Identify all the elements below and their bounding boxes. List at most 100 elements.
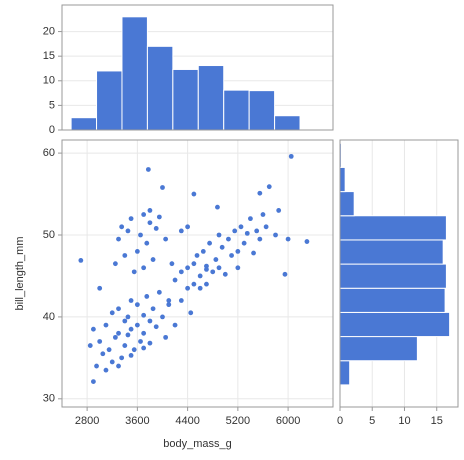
- point: [153, 226, 159, 231]
- point: [156, 214, 162, 220]
- point: [144, 240, 150, 246]
- point: [112, 261, 118, 267]
- point: [125, 314, 131, 320]
- bar: [96, 70, 123, 131]
- bar: [223, 89, 250, 131]
- point: [185, 285, 191, 291]
- bar: [339, 191, 355, 217]
- point: [109, 359, 115, 365]
- point: [178, 269, 184, 275]
- point: [103, 322, 109, 328]
- y-tick-label: 50: [43, 229, 55, 241]
- point: [145, 167, 151, 172]
- point: [150, 306, 156, 312]
- point: [128, 216, 134, 222]
- point: [106, 347, 112, 353]
- point: [304, 239, 310, 244]
- point: [229, 253, 234, 258]
- point: [219, 244, 225, 250]
- y-axis-label: bill_length_mm: [14, 237, 26, 311]
- point: [138, 232, 143, 238]
- point: [166, 302, 172, 308]
- point: [91, 326, 96, 332]
- point: [188, 310, 194, 316]
- point: [156, 289, 162, 295]
- point: [235, 248, 241, 254]
- point: [276, 208, 282, 213]
- y-tick-label: 60: [43, 147, 55, 159]
- x-tick-label: 4400: [175, 415, 199, 427]
- point: [153, 324, 159, 330]
- x-tick-label: 10: [398, 415, 410, 427]
- point: [185, 224, 191, 230]
- point: [169, 261, 175, 267]
- point: [160, 185, 165, 190]
- point: [125, 228, 131, 234]
- point: [197, 273, 203, 279]
- point: [163, 334, 169, 340]
- point: [178, 228, 184, 234]
- point: [172, 322, 178, 328]
- point: [141, 345, 147, 351]
- point: [204, 263, 209, 269]
- point: [273, 232, 278, 238]
- point: [285, 236, 291, 242]
- point: [119, 355, 125, 361]
- bar: [248, 90, 276, 131]
- y-tick-label: 0: [49, 124, 55, 136]
- point: [141, 330, 147, 336]
- point: [134, 248, 140, 254]
- point: [97, 339, 103, 344]
- point: [160, 314, 165, 320]
- point: [131, 269, 137, 275]
- y-tick-label: 10: [43, 75, 55, 87]
- bar: [146, 45, 174, 131]
- bar: [339, 360, 351, 386]
- point: [131, 347, 137, 353]
- bar: [339, 336, 418, 362]
- y-tick-label: 30: [43, 393, 55, 405]
- point: [207, 240, 212, 246]
- point: [144, 294, 150, 299]
- point: [128, 298, 134, 303]
- point: [257, 236, 263, 242]
- point: [134, 302, 140, 308]
- plot-frame: [61, 139, 334, 408]
- point: [172, 277, 178, 283]
- point: [241, 240, 247, 246]
- point: [251, 250, 256, 256]
- point: [147, 340, 153, 346]
- point: [103, 367, 109, 373]
- point: [282, 271, 288, 277]
- x-tick-label: 0: [337, 415, 343, 427]
- point: [119, 224, 125, 230]
- point: [100, 351, 106, 357]
- point: [238, 224, 244, 230]
- bar: [339, 166, 346, 193]
- bar: [172, 68, 199, 131]
- point: [128, 353, 134, 358]
- point: [94, 363, 99, 369]
- bar: [197, 65, 225, 131]
- point: [197, 285, 203, 291]
- x-tick-label: 5200: [226, 415, 250, 427]
- x-tick-label: 6000: [276, 415, 300, 427]
- point: [266, 184, 272, 190]
- y-tick-label: 20: [43, 25, 55, 37]
- point: [138, 339, 143, 344]
- point: [215, 204, 220, 210]
- point: [191, 281, 197, 287]
- x-axis-label: body_mass_g: [163, 438, 232, 450]
- point: [222, 271, 228, 277]
- point: [147, 318, 153, 324]
- point: [166, 298, 172, 303]
- point: [147, 208, 153, 213]
- point: [87, 343, 93, 348]
- point: [194, 253, 200, 258]
- point: [210, 269, 216, 275]
- x-tick-label: 15: [431, 415, 443, 427]
- x-tick-label: 3600: [125, 415, 149, 427]
- y-tick-label: 40: [43, 311, 55, 323]
- plot-frame: [61, 4, 334, 131]
